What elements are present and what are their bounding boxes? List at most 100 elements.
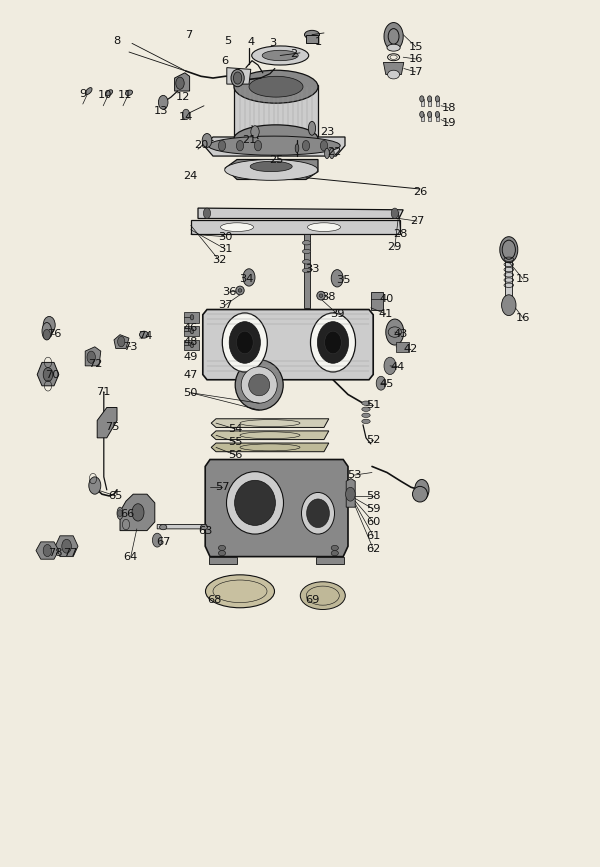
Text: 16: 16 — [409, 54, 423, 64]
Text: 23: 23 — [320, 127, 334, 137]
Text: 18: 18 — [442, 102, 456, 113]
Text: 54: 54 — [229, 424, 243, 434]
Bar — [184, 326, 199, 336]
Text: 40: 40 — [380, 294, 394, 304]
Text: 53: 53 — [347, 470, 361, 480]
Text: 32: 32 — [212, 255, 226, 265]
Text: 13: 13 — [154, 106, 168, 116]
Text: 59: 59 — [366, 504, 380, 514]
Text: 66: 66 — [120, 509, 134, 519]
Text: 35: 35 — [336, 275, 350, 285]
Text: 45: 45 — [380, 379, 394, 389]
Text: 71: 71 — [96, 387, 110, 397]
Bar — [428, 99, 431, 106]
Bar — [396, 342, 409, 352]
Text: 50: 50 — [184, 388, 198, 398]
Circle shape — [500, 237, 518, 263]
Ellipse shape — [388, 29, 399, 44]
Text: 22: 22 — [328, 147, 342, 157]
Text: 73: 73 — [124, 342, 138, 352]
Polygon shape — [37, 362, 59, 386]
Text: 30: 30 — [218, 231, 232, 242]
Text: 68: 68 — [208, 595, 222, 605]
Ellipse shape — [307, 499, 329, 527]
Ellipse shape — [238, 289, 242, 292]
Ellipse shape — [234, 70, 318, 103]
Text: 14: 14 — [179, 112, 193, 122]
Text: 75: 75 — [106, 421, 120, 432]
Ellipse shape — [139, 331, 149, 338]
Text: 70: 70 — [45, 370, 59, 381]
Ellipse shape — [362, 413, 370, 418]
Ellipse shape — [86, 88, 92, 95]
Circle shape — [391, 208, 398, 218]
Text: 61: 61 — [366, 531, 380, 541]
Text: 7: 7 — [185, 29, 193, 40]
Text: 44: 44 — [391, 362, 405, 372]
Text: 12: 12 — [176, 92, 190, 102]
Polygon shape — [198, 208, 403, 218]
Ellipse shape — [301, 582, 346, 610]
Text: 48: 48 — [184, 337, 198, 348]
Ellipse shape — [160, 525, 167, 530]
Ellipse shape — [302, 492, 335, 534]
Ellipse shape — [234, 74, 241, 82]
Ellipse shape — [249, 76, 303, 97]
Bar — [304, 234, 310, 308]
Ellipse shape — [302, 268, 311, 272]
Circle shape — [132, 504, 144, 521]
Circle shape — [43, 316, 55, 334]
Text: 57: 57 — [215, 482, 229, 492]
Text: 37: 37 — [218, 300, 232, 310]
Text: 21: 21 — [242, 135, 256, 146]
Bar — [306, 35, 318, 43]
Text: 72: 72 — [88, 359, 102, 369]
Bar — [371, 292, 383, 310]
Bar — [184, 312, 199, 323]
Ellipse shape — [250, 161, 292, 172]
Text: 56: 56 — [229, 450, 243, 460]
Text: 52: 52 — [366, 435, 380, 446]
Polygon shape — [316, 557, 344, 564]
Text: 47: 47 — [184, 369, 198, 380]
Ellipse shape — [302, 260, 311, 264]
Text: 62: 62 — [366, 544, 380, 554]
Bar — [191, 220, 400, 234]
Text: 58: 58 — [366, 491, 380, 501]
Ellipse shape — [229, 322, 260, 363]
Ellipse shape — [234, 125, 318, 153]
Text: 20: 20 — [194, 140, 208, 150]
Ellipse shape — [413, 486, 427, 502]
Polygon shape — [211, 443, 329, 452]
Ellipse shape — [205, 575, 275, 608]
Circle shape — [415, 479, 429, 500]
Ellipse shape — [262, 50, 298, 61]
Polygon shape — [225, 160, 318, 179]
Ellipse shape — [308, 223, 341, 231]
Circle shape — [331, 270, 343, 287]
Polygon shape — [85, 347, 101, 366]
Text: 46: 46 — [184, 323, 198, 333]
Bar — [436, 99, 439, 106]
Ellipse shape — [329, 148, 334, 159]
Ellipse shape — [241, 367, 277, 403]
Ellipse shape — [236, 286, 244, 295]
Ellipse shape — [125, 90, 133, 95]
Ellipse shape — [235, 360, 283, 410]
Ellipse shape — [325, 148, 329, 159]
Bar — [421, 99, 424, 106]
Ellipse shape — [218, 545, 226, 551]
Ellipse shape — [331, 551, 338, 556]
Circle shape — [118, 336, 125, 347]
Text: 41: 41 — [379, 309, 393, 319]
Text: 31: 31 — [218, 244, 232, 254]
Polygon shape — [227, 68, 251, 84]
Ellipse shape — [308, 121, 316, 135]
Text: 10: 10 — [98, 90, 112, 101]
Bar — [428, 114, 431, 121]
Text: 15: 15 — [516, 274, 530, 284]
Ellipse shape — [190, 342, 194, 348]
Circle shape — [302, 140, 310, 151]
Circle shape — [203, 208, 211, 218]
Polygon shape — [175, 73, 190, 91]
